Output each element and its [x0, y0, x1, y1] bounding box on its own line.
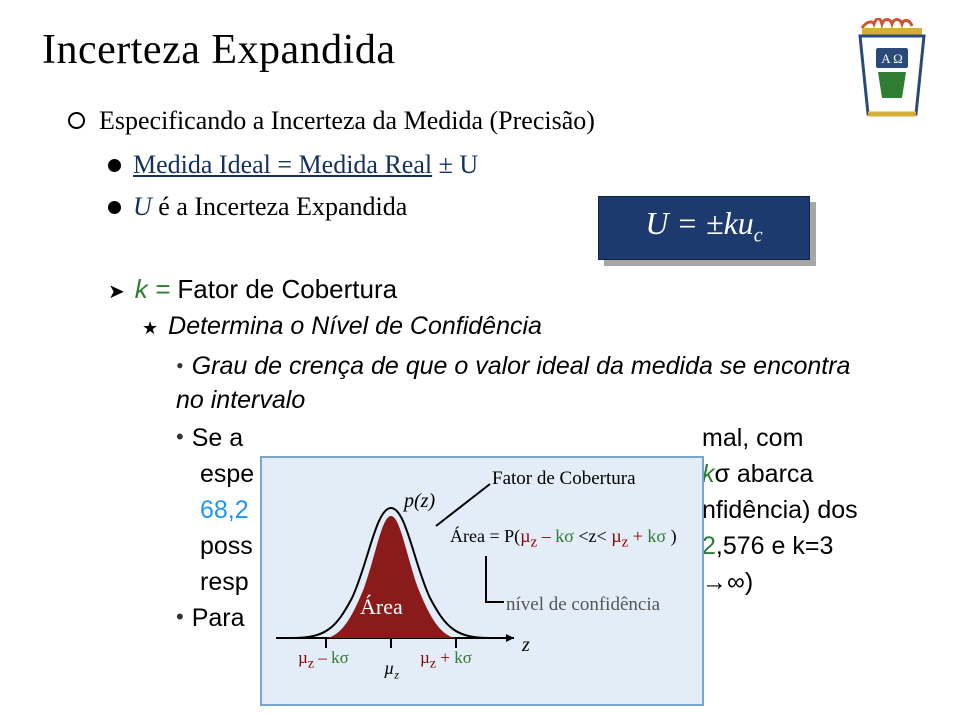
formula-text: U = ±kuc [599, 205, 809, 247]
bullet-se-a: •Se a [176, 424, 243, 453]
frag-poss: poss [200, 532, 253, 561]
frag-682: 68,2 [200, 496, 249, 525]
solid-bullet-icon [108, 159, 121, 172]
frag-inf: →∞) [702, 568, 753, 597]
formula-box: U = ±kuc [598, 196, 810, 260]
hollow-bullet-icon [68, 112, 85, 129]
frag-mal-com: mal, com [702, 424, 803, 453]
slide: A Ω Incerteza Expandida Especificando a … [0, 0, 960, 714]
dot-bullet-icon: • [176, 424, 184, 450]
frag-576: 2,576 e k=3 [702, 532, 833, 561]
frag-ksigma: kσ abarca [702, 460, 813, 489]
dot-bullet-icon: • [176, 604, 184, 630]
bell-curve-callout: Fator de Cobertura p(z) Área Área = P(µz… [260, 456, 704, 706]
dot-bullet-icon: • [176, 352, 184, 381]
area-prob-label: Área = P(µz – kσ <z< µz + kσ ) [450, 526, 677, 552]
bullet-ideal-measure: Medida Ideal = Medida Real ± U [108, 150, 478, 180]
bullet-determines: ★Determina o Nível de Confidência [142, 312, 542, 341]
bracket-icon [480, 554, 520, 614]
mu-plus-label: µz + kσ [420, 648, 472, 672]
arrow-bullet-icon: ➤ [108, 279, 125, 304]
mu-minus-label: µz – kσ [298, 648, 349, 672]
svg-text:A Ω: A Ω [881, 51, 903, 66]
solid-bullet-icon [108, 201, 121, 214]
bullet-belief: •Grau de crença de que o valor ideal da … [176, 350, 876, 417]
bullet-u-expanded: U é a Incerteza Expandida [108, 192, 407, 222]
frag-nfidencia: nfidência) dos [702, 496, 858, 525]
nivel-label: nível de confidência [506, 594, 660, 616]
bullet-specifying: Especificando a Incerteza da Medida (Pre… [68, 106, 595, 136]
area-center-label: Área [360, 594, 403, 620]
bullet-k-factor: ➤k = Fator de Cobertura [108, 274, 397, 305]
frag-resp: resp [200, 568, 249, 597]
institution-logo: A Ω [852, 18, 932, 138]
ideal-eq-real: Medida Ideal = Medida Real [133, 150, 432, 179]
bullet-para: •Para [176, 604, 245, 633]
frag-espe: espe [200, 460, 254, 489]
mu-center-label: µz [384, 658, 399, 683]
z-axis-label: z [522, 634, 530, 657]
star-bullet-icon: ★ [142, 318, 158, 339]
slide-title: Incerteza Expandida [42, 26, 395, 74]
